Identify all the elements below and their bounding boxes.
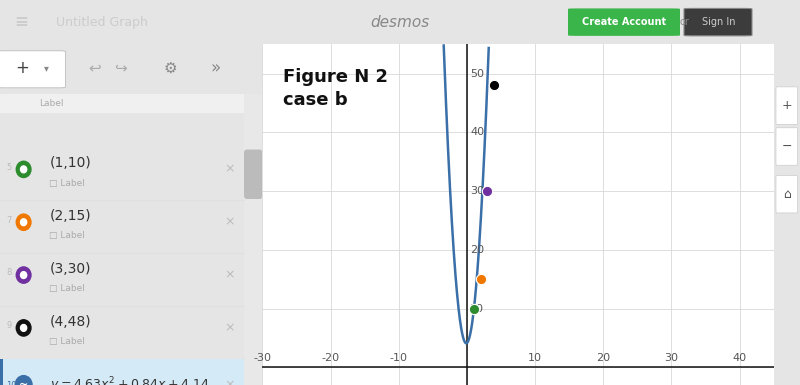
FancyBboxPatch shape — [244, 94, 262, 385]
Text: 10: 10 — [470, 304, 484, 314]
Text: □ Label: □ Label — [49, 179, 85, 187]
Text: Create Account: Create Account — [582, 17, 666, 27]
Text: −: − — [782, 140, 792, 153]
FancyBboxPatch shape — [0, 94, 244, 113]
Text: ↩: ↩ — [88, 61, 101, 76]
Text: (4,48): (4,48) — [50, 315, 91, 328]
Text: ↪: ↪ — [114, 61, 127, 76]
Text: ⌂: ⌂ — [783, 188, 790, 201]
Text: -20: -20 — [322, 353, 340, 363]
Text: 40: 40 — [470, 127, 485, 137]
Text: ×: × — [224, 216, 235, 229]
Text: +: + — [15, 59, 30, 77]
FancyBboxPatch shape — [776, 176, 798, 213]
Text: 9: 9 — [6, 321, 12, 330]
Circle shape — [21, 272, 26, 278]
Text: (1,10): (1,10) — [50, 156, 92, 170]
Circle shape — [16, 267, 31, 283]
Text: □ Label: □ Label — [49, 337, 85, 346]
Text: ×: × — [224, 378, 235, 385]
FancyBboxPatch shape — [0, 358, 3, 385]
FancyBboxPatch shape — [684, 8, 752, 36]
Text: □ Label: □ Label — [49, 284, 85, 293]
Text: 8: 8 — [6, 268, 12, 278]
Text: 10: 10 — [528, 353, 542, 363]
Text: 20: 20 — [470, 245, 485, 255]
Text: ×: × — [224, 163, 235, 176]
Text: (2,15): (2,15) — [50, 209, 91, 223]
Text: □ Label: □ Label — [49, 231, 85, 241]
FancyBboxPatch shape — [776, 87, 798, 124]
Circle shape — [16, 214, 31, 230]
Text: ~: ~ — [19, 380, 28, 385]
Text: ≡: ≡ — [14, 13, 28, 31]
Circle shape — [15, 376, 32, 385]
Point — [481, 188, 494, 194]
Text: ▾: ▾ — [43, 63, 48, 73]
Circle shape — [16, 320, 31, 336]
Text: ⚙: ⚙ — [164, 61, 178, 76]
Text: -30: -30 — [254, 353, 271, 363]
Text: ×: × — [224, 321, 235, 335]
Text: Sign In: Sign In — [702, 17, 735, 27]
Circle shape — [21, 325, 26, 331]
Point — [488, 82, 501, 89]
Text: 30: 30 — [664, 353, 678, 363]
FancyBboxPatch shape — [244, 149, 262, 199]
Point — [467, 306, 480, 312]
Circle shape — [16, 161, 31, 177]
Text: 40: 40 — [733, 353, 746, 363]
Point — [474, 276, 487, 282]
Text: $y = 4.63x^2 + 0.84x + 4.14$: $y = 4.63x^2 + 0.84x + 4.14$ — [50, 375, 210, 385]
Text: ×: × — [224, 269, 235, 281]
Text: Untitled Graph: Untitled Graph — [56, 16, 148, 28]
Text: »: » — [210, 59, 220, 77]
Circle shape — [21, 166, 26, 173]
FancyBboxPatch shape — [776, 128, 798, 165]
FancyBboxPatch shape — [568, 8, 680, 36]
FancyBboxPatch shape — [0, 51, 66, 88]
Text: -10: -10 — [390, 353, 408, 363]
Text: desmos: desmos — [370, 15, 430, 30]
Text: Label: Label — [39, 99, 64, 108]
FancyBboxPatch shape — [0, 358, 244, 385]
Text: (3,30): (3,30) — [50, 262, 91, 276]
Text: 50: 50 — [470, 69, 484, 79]
Text: 30: 30 — [470, 186, 484, 196]
Text: 5: 5 — [6, 163, 12, 172]
Text: +: + — [782, 99, 792, 112]
Text: 10: 10 — [6, 380, 17, 385]
Circle shape — [21, 219, 26, 226]
Text: 20: 20 — [596, 353, 610, 363]
Text: Figure N 2
case b: Figure N 2 case b — [283, 68, 388, 109]
Text: or: or — [679, 17, 689, 27]
Text: 7: 7 — [6, 216, 12, 224]
